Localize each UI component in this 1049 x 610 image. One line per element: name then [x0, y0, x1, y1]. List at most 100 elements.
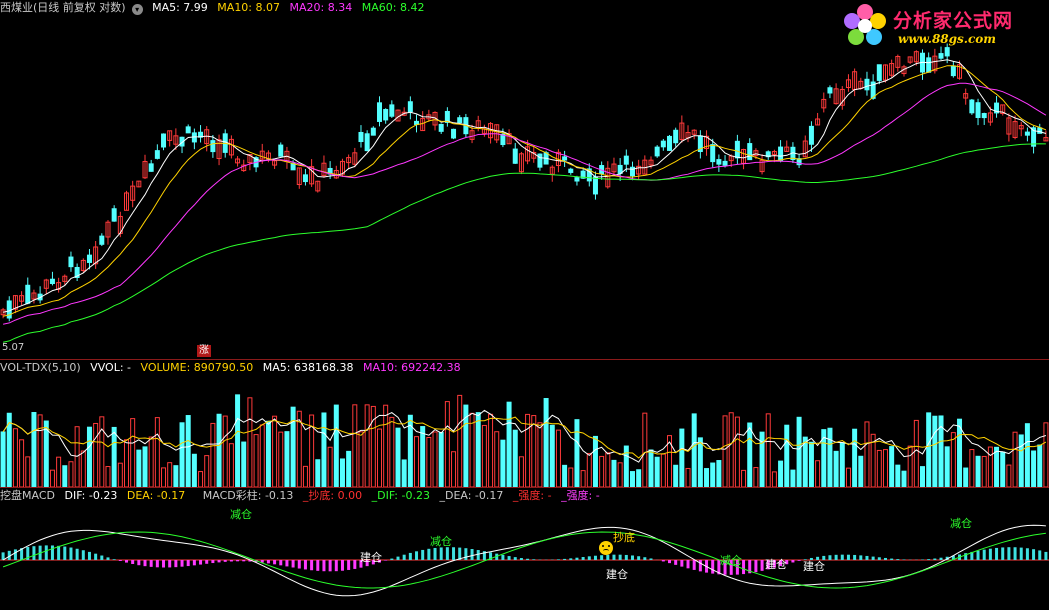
candle-body	[80, 259, 86, 271]
candle-body	[111, 208, 117, 222]
candle-body	[722, 160, 728, 166]
vvol-value: VVOL: -	[90, 361, 132, 374]
macd-bar	[717, 560, 721, 575]
signal-bottom-label: 抄底	[613, 531, 635, 544]
vol-ma5-value: MA5: 638168.38	[262, 361, 354, 374]
volume-bar	[716, 460, 722, 487]
volume-bar	[339, 458, 345, 487]
candle-body	[376, 102, 382, 122]
volume-bar	[1024, 423, 1030, 487]
candle-body	[49, 278, 55, 285]
volume-value: VOLUME: 890790.50	[140, 361, 254, 374]
macd-bar	[637, 556, 641, 560]
volume-bar	[642, 412, 648, 487]
macd-bar	[643, 557, 647, 560]
signal-build-label: 建仓	[765, 558, 787, 571]
macd-bar	[581, 557, 585, 560]
volume-bar	[815, 460, 821, 487]
macd-bar	[396, 556, 400, 560]
volume-bar	[611, 459, 617, 487]
macd-bar	[359, 560, 363, 568]
candle-body	[839, 88, 845, 106]
volume-bar	[451, 451, 457, 487]
candle-body	[821, 98, 827, 109]
candle-body	[420, 117, 426, 132]
volume-bar	[346, 450, 352, 487]
volume-bar	[710, 462, 716, 487]
vol-ma10-value: MA10: 692242.38	[362, 361, 461, 374]
macd-bar	[624, 554, 628, 560]
candle-body	[944, 47, 950, 57]
volume-bar	[636, 469, 642, 487]
macd-bar	[279, 560, 283, 566]
macd-bar	[1032, 549, 1036, 560]
price-chart-header: 西煤业(日线 前复权 对数) ▾ MA5: 7.99 MA10: 8.07 MA2…	[0, 1, 430, 15]
macd-bar	[729, 560, 733, 575]
candle-body	[302, 174, 308, 183]
candle-body	[963, 93, 969, 99]
volume-bar	[808, 441, 814, 487]
volume-bar	[580, 470, 586, 487]
ma60-value: MA60: 8.42	[361, 1, 425, 14]
macd-bar	[377, 560, 381, 563]
candle-body	[1000, 104, 1006, 114]
macd-bar	[964, 553, 968, 560]
volume-bar	[957, 418, 963, 487]
volume-bar	[987, 446, 993, 487]
volume-bar	[457, 394, 463, 487]
macd-bar	[248, 560, 252, 562]
candle-body	[580, 170, 586, 179]
candle-body	[142, 161, 148, 179]
macd-bar	[846, 554, 850, 560]
volume-bar	[1000, 451, 1006, 487]
volume-bar	[537, 422, 543, 487]
volume-bar	[265, 420, 271, 487]
candle-body	[882, 64, 888, 81]
macd-bar	[402, 554, 406, 560]
dropdown-icon[interactable]: ▾	[131, 4, 143, 15]
macd-bar	[285, 560, 289, 567]
macd-bar	[828, 555, 832, 560]
macd-bar	[180, 560, 184, 567]
volume-bar	[99, 416, 105, 487]
volume-bar	[179, 422, 185, 487]
volume-bar	[747, 422, 753, 487]
macd-bar	[13, 549, 17, 560]
volume-bar	[796, 416, 802, 487]
macd-bar	[563, 558, 567, 560]
volume-bar	[629, 471, 635, 487]
macd-bar	[118, 560, 122, 561]
macd-bar	[273, 560, 277, 565]
macd-bar	[902, 559, 906, 560]
macd-bar	[1013, 547, 1017, 560]
candle-body	[469, 130, 475, 140]
volume-bar	[728, 412, 734, 487]
volume-bar	[488, 413, 494, 487]
volume-bar	[605, 452, 611, 487]
macd-bar	[94, 553, 98, 560]
candle-body	[1043, 137, 1049, 142]
macd-bar	[310, 560, 314, 571]
volume-bar	[882, 449, 888, 487]
candle-body	[568, 168, 574, 173]
macd-bar	[630, 555, 634, 560]
candle-body	[68, 256, 74, 268]
macd-chart	[0, 524, 1049, 597]
candle-body	[86, 254, 92, 263]
candle-body	[161, 133, 167, 148]
candle-body	[654, 146, 660, 157]
macd-bar	[748, 560, 752, 574]
volume-bar	[204, 455, 210, 487]
volume-bar	[302, 465, 308, 487]
volume-bar	[568, 467, 574, 487]
volume-bar	[216, 413, 222, 487]
volume-bar	[31, 412, 37, 487]
candle-body	[957, 64, 963, 79]
volume-bar	[333, 404, 339, 487]
macd-bar	[840, 554, 844, 560]
macd-bar	[883, 557, 887, 560]
volume-bar	[463, 404, 469, 487]
macd-bar	[174, 560, 178, 568]
volume-bar	[864, 421, 870, 487]
volume-bar	[734, 416, 740, 487]
